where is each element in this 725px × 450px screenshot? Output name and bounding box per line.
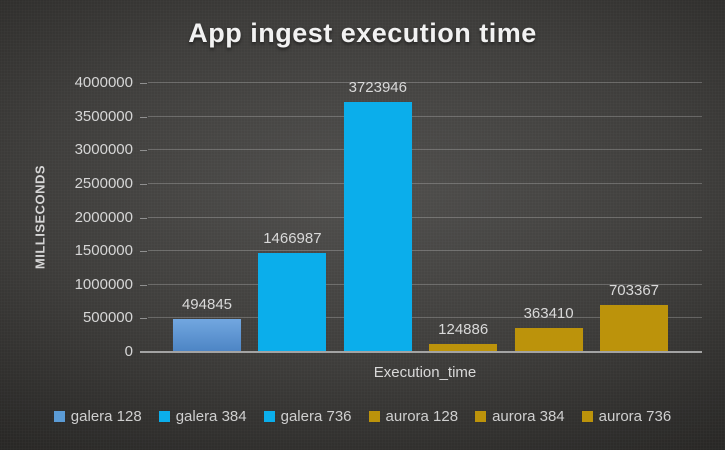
gridline: [148, 182, 702, 184]
y-tick-label: 3000000: [74, 141, 133, 159]
y-tick-mark: [140, 83, 147, 84]
y-tick-mark: [140, 183, 147, 185]
bar-galera-384: [258, 253, 327, 352]
y-tick-mark: [140, 217, 147, 219]
y-tick-label: 1500000: [74, 242, 133, 260]
legend-item-galera-128: galera 128: [53, 407, 142, 425]
y-tick-mark: [140, 318, 147, 320]
legend-label: galera 736: [280, 407, 352, 425]
y-tick-label: 4000000: [74, 74, 133, 91]
legend-swatch: [53, 410, 65, 422]
plot-area: 494845 1466987 3723946 124886 363410 703367: [148, 79, 702, 352]
gridline: [148, 216, 702, 218]
gridline: [148, 149, 702, 151]
gridline: [148, 283, 702, 285]
y-tick-mark: [140, 284, 147, 286]
legend: galera 128 galera 384 galera 736 aurora 128…: [0, 403, 725, 429]
legend-label: aurora 128: [385, 407, 459, 425]
y-tick-label: 2000000: [74, 208, 133, 226]
bar-value-label: 1466987: [263, 230, 322, 248]
bar-aurora-384: [514, 327, 583, 352]
legend-item-aurora-736: aurora 736: [581, 407, 672, 425]
y-tick-label: 500000: [82, 309, 133, 327]
legend-label: aurora 736: [598, 407, 672, 425]
bar-aurora-128: [429, 343, 498, 352]
y-tick-label: 0: [124, 343, 133, 360]
legend-label: aurora 384: [492, 407, 565, 425]
bar-value-label: 3723946: [348, 78, 407, 96]
gridline: [148, 250, 702, 252]
legend-item-aurora-384: aurora 384: [475, 408, 565, 425]
y-tick-label: 1000000: [74, 275, 133, 293]
legend-item-aurora-128: aurora 128: [368, 407, 459, 425]
bar-value-label: 124886: [438, 320, 489, 338]
gridline: [148, 82, 702, 83]
x-axis-title: Execution_time: [373, 364, 477, 381]
x-axis-line: [140, 351, 702, 353]
gridline: [148, 115, 702, 117]
bar-galera-128: [173, 318, 241, 352]
y-tick-mark: [140, 116, 147, 118]
legend-swatch: [368, 410, 380, 422]
legend-item-galera-384: galera 384: [158, 407, 247, 425]
bar-galera-736: [343, 101, 412, 352]
y-tick-mark: [140, 150, 147, 152]
legend-item-galera-736: galera 736: [263, 407, 352, 425]
bar-aurora-736: [600, 304, 668, 352]
legend-swatch: [581, 410, 593, 422]
legend-label: galera 128: [70, 407, 142, 425]
y-tick-label: 3500000: [74, 107, 133, 125]
legend-swatch: [475, 410, 487, 422]
chart-title: App ingest execution time: [188, 18, 537, 48]
legend-swatch: [158, 410, 170, 422]
legend-swatch: [263, 410, 275, 422]
y-tick-label: 2500000: [74, 174, 133, 192]
bar-value-label: 703367: [608, 281, 660, 299]
bar-value-label: 494845: [181, 295, 233, 313]
y-tick-mark: [140, 251, 147, 253]
bar-value-label: 363410: [523, 304, 574, 322]
legend-label: galera 384: [175, 407, 247, 425]
gridline: [148, 317, 702, 319]
